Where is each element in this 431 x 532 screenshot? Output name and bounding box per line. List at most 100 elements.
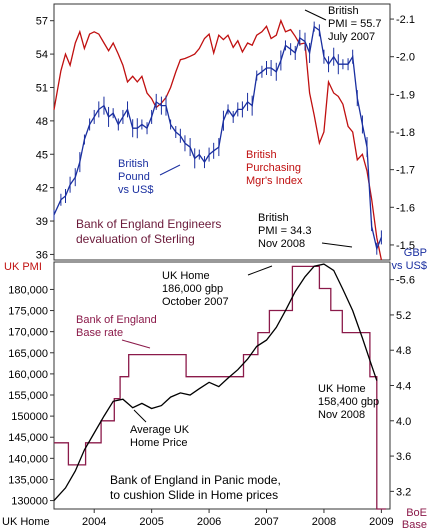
annotation-pmi-label: British Purchasing Mgr's Index [246,149,303,187]
bottom-right-axis: -5.6 5.2 4.8 4.4 4.0 3.6 3.2 [390,275,415,498]
annotation-pmi-high-line1: British [328,5,359,17]
top-right-axis-tick-label-5: -1.6 [396,202,415,214]
bottom-left-axis-tick-label-1: 175,000 [8,306,48,318]
bottom-title-line1: Bank of England in Panic mode, [110,473,281,487]
bottom-right-axis-tick-label-5: 3.6 [396,451,411,463]
annotation-pound-label: British Pound vs US$ [118,158,181,196]
bottom-left-axis-tick-label-10: 130000 [11,496,48,508]
top-right-axis-tick-label-3: -1.8 [396,127,415,139]
annotation-pmi-low-line3: Nov 2008 [258,238,305,250]
annotation-pmi-label-line3: Mgr's Index [246,175,303,187]
annotation-home-price-line2: Home Price [130,437,187,449]
bottom-left-axis-tick-label-5: 155,000 [8,390,48,402]
annotation-base-rate-leader [121,339,151,349]
bottom-series-group [53,263,386,510]
top-right-axis-tick-label-4: -1.7 [396,165,415,177]
top-left-axis-tick-label-7: 36 [36,249,48,261]
top-left-axis-tick-label-1: 54 [36,49,48,61]
bottom-right-axis-tick-label-1: 5.2 [396,310,411,322]
top-right-axis-tick-label-0: -2.1 [396,14,415,26]
x-axis-tick-label-3: 2007 [254,516,278,528]
bottom-left-axis-tick-label-7: 145,000 [8,432,48,444]
annotation-pmi-low: British PMI = 34.3 Nov 2008 [258,212,353,250]
annotation-pmi-high-leader [304,9,327,21]
annotation-home-low-line2: 158,400 gbp [318,396,379,408]
annotation-pmi-low-leader [321,242,353,248]
bottom-left-axis-tick-label-9: 135,000 [8,474,48,486]
bottom-left-axis-title: UK Home [2,516,50,528]
x-axis-tick-label-5: 2009 [369,516,393,528]
top-title-line2: devaluation of Sterling [76,232,195,246]
bottom-right-axis-tick-label-0: -5.6 [396,275,415,287]
annotation-home-high-line2: 186,000 gbp [162,283,223,295]
annotation-pound-line1: British [118,158,149,170]
top-left-axis-tick-label-3: 48 [36,116,48,128]
annotation-home-low-line3: Nov 2008 [318,409,365,421]
bottom-title-line2: to cushion Slide in Home prices [110,488,278,502]
top-right-axis: -2.1 -2.0 -1.9 -1.8 -1.7 -1.6 -1.5 [390,14,415,252]
bottom-left-axis-tick-label-6: 150000 [11,411,48,423]
annotation-pmi-high: British PMI = 55.7 July 2007 [304,5,382,43]
top-title-line1: Bank of England Engineers [76,217,221,231]
top-series-0-line [53,18,383,261]
bottom-left-axis: 180,000 175,000 170,000 165,000 160,000 155,0… [8,284,54,508]
top-right-axis-tick-label-2: -1.9 [396,89,415,101]
annotation-home-price-leader [133,409,147,423]
top-left-axis-tick-label-4: 45 [36,149,48,161]
top-right-axis-title-line2: vs US$ [392,260,427,272]
annotation-base-rate-label: Bank of England Base rate [76,314,157,349]
top-right-axis-tick-label-6: -1.5 [396,240,415,252]
bottom-x-axis: 2004 2005 2006 2007 2008 2009 [82,509,394,528]
bottom-right-axis-tick-label-6: 3.2 [396,486,411,498]
annotation-home-price-line1: Average UK [130,424,190,436]
annotation-pmi-high-line3: July 2007 [328,31,375,43]
annotation-pmi-low-line2: PMI = 34.3 [258,225,312,237]
annotation-pmi-label-line1: British [246,149,277,161]
top-series-1-line [53,25,383,251]
bottom-right-axis-tick-label-4: 4.0 [396,416,411,428]
bottom-left-axis-tick-label-8: 140,000 [8,453,48,465]
top-left-axis-title: UK PMI [4,261,42,273]
annotation-pmi-low-line1: British [258,212,289,224]
annotation-home-high-leader [247,265,273,276]
bottom-right-axis-title-line2: Base [402,519,427,531]
annotation-pmi-label-line2: Purchasing [246,162,301,174]
bottom-left-axis-tick-label-4: 160,000 [8,369,48,381]
top-left-axis-tick-label-6: 39 [36,216,48,228]
annotation-home-low: UK Home 158,400 gbp Nov 2008 [318,383,379,421]
x-axis-tick-label-0: 2004 [82,516,106,528]
annotation-bottom-title: Bank of England in Panic mode, to cushio… [110,473,281,502]
bottom-right-axis-title-line1: BoE [406,507,427,519]
annotation-pound-leader [159,164,181,176]
annotation-home-price-label: Average UK Home Price [130,409,190,449]
annotation-home-high-line3: October 2007 [162,296,229,308]
bottom-left-axis-tick-label-0: 180,000 [8,284,48,296]
top-right-axis-title-line1: GBP [404,247,427,259]
bottom-right-axis-tick-label-2: 4.8 [396,345,411,357]
top-left-axis-tick-label-5: 42 [36,183,48,195]
annotation-base-rate-line2: Base rate [76,327,123,339]
annotation-home-high-line1: UK Home [162,270,210,282]
bottom-left-axis-tick-label-2: 170,000 [8,327,48,339]
annotation-pound-line3: vs US$ [118,184,153,196]
annotation-home-high: UK Home 186,000 gbp October 2007 [162,265,273,308]
top-left-axis: 57 54 51 48 45 42 39 36 [36,16,54,261]
annotation-top-title: Bank of England Engineers devaluation of… [76,217,221,246]
bottom-series-0-line [54,265,386,510]
annotation-base-rate-line1: Bank of England [76,314,157,326]
top-series-group [53,18,383,261]
bottom-left-axis-tick-label-3: 165,000 [8,348,48,360]
x-axis-tick-label-4: 2008 [312,516,336,528]
bottom-series-1-line [53,263,378,502]
top-left-axis-tick-label-0: 57 [36,16,48,28]
top-left-axis-tick-label-2: 51 [36,82,48,94]
x-axis-tick-label-2: 2006 [197,516,221,528]
annotation-home-low-line1: UK Home [318,383,366,395]
top-right-axis-tick-label-1: -2.0 [396,52,415,64]
bottom-right-axis-tick-label-3: 4.4 [396,381,411,393]
annotation-pmi-high-line2: PMI = 55.7 [328,18,382,30]
x-axis-tick-label-1: 2005 [139,516,163,528]
annotation-pound-line2: Pound [118,171,150,183]
